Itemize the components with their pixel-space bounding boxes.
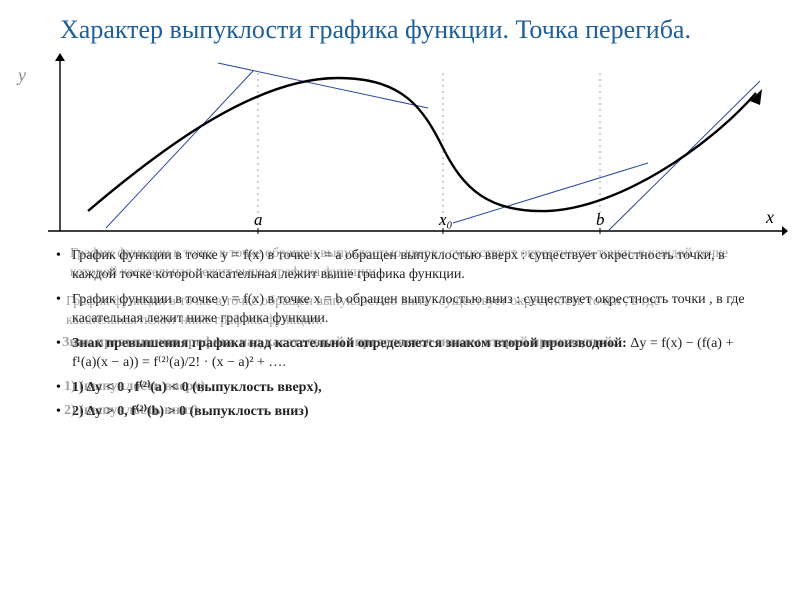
svg-text:x: x bbox=[765, 207, 774, 227]
page-title: Характер выпуклости графика функции. Точ… bbox=[0, 0, 800, 53]
chart-svg: a x₀ b x bbox=[48, 53, 788, 243]
bullet-4-ghost: 1) (выпуклость вверх) bbox=[64, 378, 205, 397]
svg-text:a: a bbox=[254, 210, 263, 229]
text-content: График функции в точке в точке обращен в… bbox=[0, 247, 800, 422]
bullet-5: 2) (выпуклость вниз) 2) Δy > 0, f⁽²⁾(b) … bbox=[56, 403, 760, 422]
bullet-1-ghost: График функции в точке в точке обращен в… bbox=[70, 245, 730, 283]
bullet-2-ghost: График функции в точке в точке обращен в… bbox=[66, 293, 726, 331]
bullet-5-ghost: 2) (выпуклость вниз) bbox=[64, 402, 198, 421]
bullet-3-ghost: Знак превышения графика над касательной … bbox=[62, 334, 722, 353]
svg-text:b: b bbox=[596, 210, 605, 229]
bullet-2: График функции в точке в точке обращен в… bbox=[56, 291, 760, 329]
convexity-chart: y ax₀bx bbox=[48, 53, 788, 243]
y-axis-label: y bbox=[18, 65, 26, 86]
svg-text:x₀: x₀ bbox=[438, 210, 453, 229]
bullet-3: Знак превышения графика над касательной … bbox=[56, 335, 760, 373]
bullet-4: 1) (выпуклость вверх) 1) Δy < 0 , f⁽²⁾(a… bbox=[56, 379, 760, 398]
bullet-1: График функции в точке в точке обращен в… bbox=[56, 247, 760, 285]
